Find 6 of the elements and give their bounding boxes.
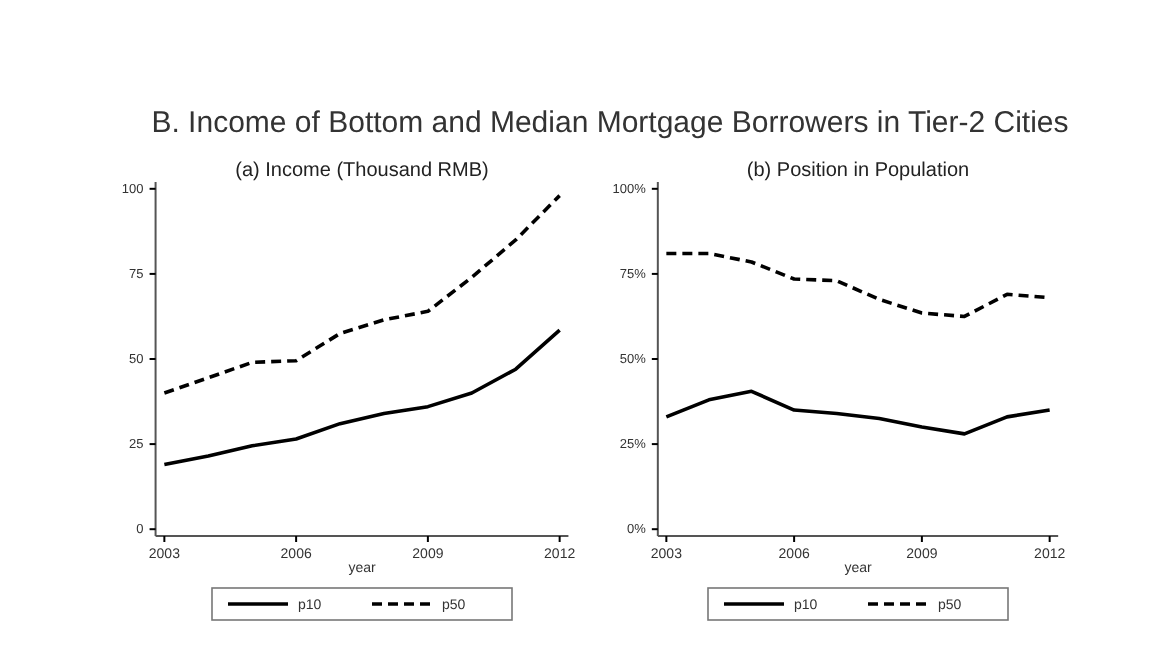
chart-title: (b) Position in Population (746, 160, 970, 182)
chart-subtitle: (a) Income (Thousand RMB) (235, 160, 489, 182)
chart-title: B. Income of Bottom and Median Mortgage Borrowers in Tier-2 Cities (151, 106, 1069, 140)
line-series (664, 389, 1052, 436)
line-series (162, 193, 562, 395)
line-series (162, 328, 562, 467)
